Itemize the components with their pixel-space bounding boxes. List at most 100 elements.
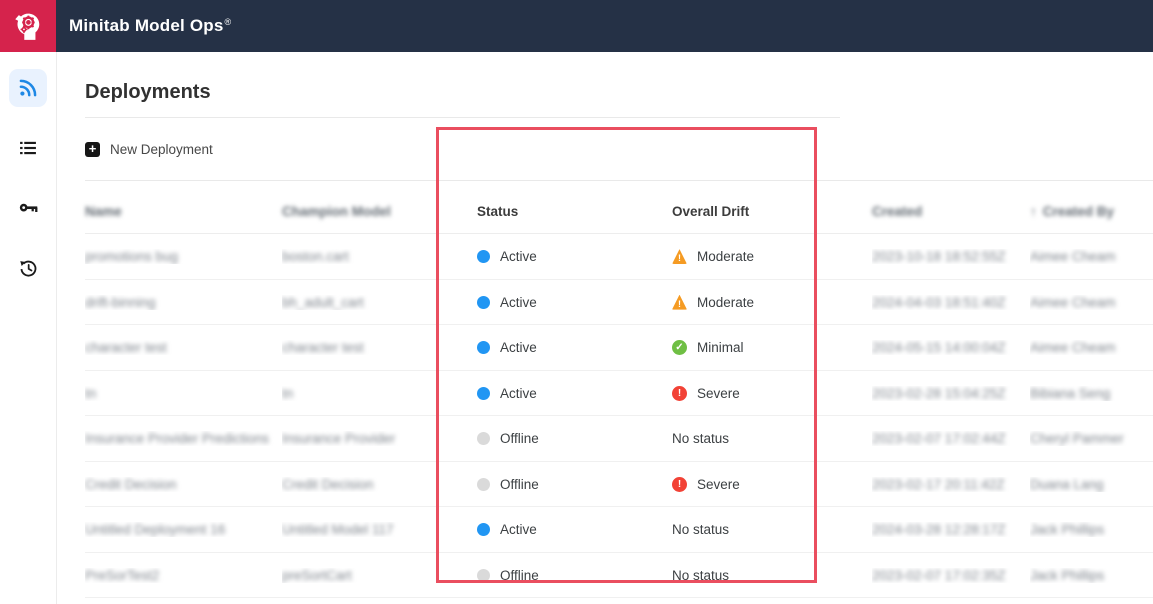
sidebar-item-api-keys[interactable]	[9, 189, 47, 227]
drift-label: Moderate	[697, 249, 755, 265]
cell-status: Active	[477, 386, 672, 401]
main-content: Deployments + New Deployment Name Champi…	[57, 52, 1153, 604]
table-row[interactable]: PreSorTest2 preSortCart Offline No statu…	[85, 553, 1153, 599]
cell-overall-drift: No status	[672, 568, 872, 583]
table-row[interactable]: Untitled Deployment 16 Untitled Model 11…	[85, 507, 1153, 553]
cell-champion-model: Credit Decision	[282, 476, 374, 492]
table-row[interactable]: drift-binning bh_adult_cart Active Moder…	[85, 280, 1153, 326]
cell-created-by: Aimee Cheam	[1030, 294, 1116, 310]
page-title: Deployments	[85, 81, 211, 103]
key-icon	[19, 203, 37, 212]
list-icon	[20, 141, 36, 155]
status-dot-icon	[477, 568, 490, 582]
topbar: Minitab Model Ops ®	[0, 0, 1153, 52]
cell-overall-drift: Severe	[672, 385, 872, 401]
cell-created: 2024-04-03 18:51:40Z	[872, 294, 1006, 310]
table-row[interactable]: Credit Decision Credit Decision Offline …	[85, 462, 1153, 508]
column-header-champion-model[interactable]: Champion Model	[282, 204, 391, 220]
status-label: Offline	[500, 431, 539, 447]
column-header-created[interactable]: Created	[872, 204, 923, 220]
cell-overall-drift: Minimal	[672, 340, 872, 356]
history-clock-icon	[19, 260, 36, 277]
brand-logo	[0, 0, 56, 52]
cell-overall-drift: No status	[672, 431, 872, 446]
cell-overall-drift: Moderate	[672, 249, 872, 265]
table-header-row: Name Champion Model Status Overall Drift…	[85, 181, 1153, 235]
drift-icon	[672, 385, 687, 401]
cell-created-by: Aimee Cheam	[1030, 340, 1116, 356]
status-label: Offline	[500, 567, 539, 583]
status-label: Active	[500, 294, 537, 310]
drift-label: Moderate	[697, 294, 755, 310]
table-row[interactable]: tn tn Active Severe 2023-02-28 15:04:25Z…	[85, 371, 1153, 417]
cell-status: Offline	[477, 568, 672, 583]
drift-label: No status	[672, 567, 730, 583]
new-deployment-button[interactable]: + New Deployment	[85, 141, 213, 157]
heading-divider	[85, 117, 840, 119]
registered-mark: ®	[224, 17, 232, 27]
column-header-name[interactable]: Name	[85, 204, 122, 220]
app-title: Minitab Model Ops ®	[69, 0, 231, 52]
cell-status: Offline	[477, 477, 672, 492]
column-header-created-by[interactable]: ↑ Created By	[1030, 204, 1115, 220]
cell-champion-model: preSortCart	[282, 567, 352, 583]
cell-name: promotions bug	[85, 249, 179, 265]
head-gears-icon	[15, 13, 40, 40]
drift-label: No status	[672, 522, 730, 538]
sort-ascending-icon: ↑	[1030, 204, 1037, 220]
cell-status: Active	[477, 295, 672, 310]
cell-overall-drift: No status	[672, 522, 872, 537]
status-label: Active	[500, 249, 537, 265]
status-dot-icon	[477, 523, 490, 537]
table-row[interactable]: promotions bug boston.cart Active Modera…	[85, 234, 1153, 280]
drift-icon	[672, 476, 687, 492]
sidebar-item-history[interactable]	[9, 249, 47, 287]
drift-icon	[672, 340, 687, 356]
status-dot-icon	[477, 477, 490, 491]
cell-created-by: Jack Phillips	[1030, 567, 1105, 583]
cell-status: Offline	[477, 431, 672, 446]
deployments-table: Name Champion Model Status Overall Drift…	[85, 181, 1153, 599]
cell-name: character test	[85, 340, 167, 356]
status-label: Active	[500, 340, 537, 356]
sidebar-item-deployments[interactable]	[9, 69, 47, 107]
plus-icon: +	[85, 141, 100, 157]
cell-name: Insurance Provider Predictions	[85, 431, 269, 447]
cell-champion-model: bh_adult_cart	[282, 294, 364, 310]
status-label: Active	[500, 522, 537, 538]
cell-champion-model: boston.cart	[282, 249, 349, 265]
sidebar-item-models-list[interactable]	[9, 129, 47, 167]
table-body: promotions bug boston.cart Active Modera…	[85, 234, 1153, 599]
cell-name: Credit Decision	[85, 476, 177, 492]
table-row[interactable]: Insurance Provider Predictions Insurance…	[85, 416, 1153, 462]
app-title-text: Minitab Model Ops	[69, 16, 224, 35]
cell-champion-model: Untitled Model 117	[282, 522, 394, 538]
cell-created-by: Jack Phillips	[1030, 522, 1105, 538]
column-header-overall-drift[interactable]: Overall Drift	[672, 204, 750, 220]
drift-label: No status	[672, 431, 730, 447]
cell-created: 2023-02-28 15:04:25Z	[872, 385, 1006, 401]
drift-label: Minimal	[697, 340, 744, 356]
column-header-status[interactable]: Status	[477, 204, 519, 220]
cell-status: Active	[477, 249, 672, 264]
cell-created: 2024-05-15 14:00:04Z	[872, 340, 1006, 356]
toolbar: + New Deployment	[85, 118, 1153, 180]
cell-name: drift-binning	[85, 294, 156, 310]
cell-created: 2023-02-17 20:11:42Z	[872, 476, 1005, 492]
cell-name: PreSorTest2	[85, 567, 160, 583]
status-dot-icon	[477, 295, 490, 309]
cell-status: Active	[477, 340, 672, 355]
cell-created-by: Duana Lang	[1030, 476, 1104, 492]
cell-overall-drift: Moderate	[672, 294, 872, 310]
status-dot-icon	[477, 250, 490, 264]
cell-status: Active	[477, 522, 672, 537]
drift-icon	[672, 294, 687, 310]
status-dot-icon	[477, 341, 490, 355]
drift-icon	[672, 249, 687, 265]
new-deployment-label: New Deployment	[110, 141, 213, 157]
drift-label: Severe	[697, 385, 740, 401]
status-label: Active	[500, 385, 537, 401]
table-row[interactable]: character test character test Active Min…	[85, 325, 1153, 371]
rss-feed-icon	[19, 79, 37, 97]
cell-name: Untitled Deployment 16	[85, 522, 226, 538]
